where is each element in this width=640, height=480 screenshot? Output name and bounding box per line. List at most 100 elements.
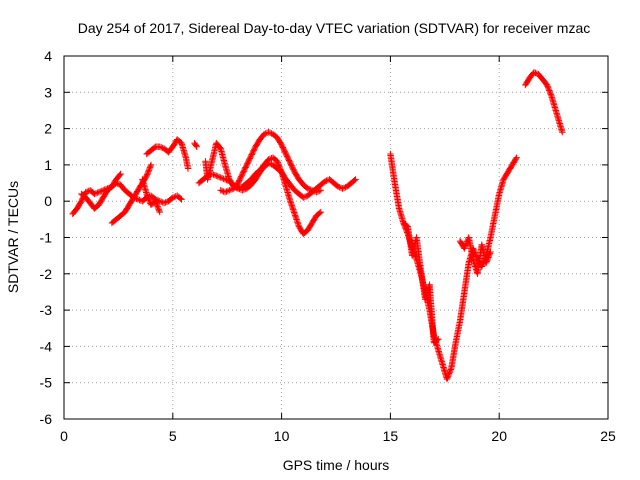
data-point [308,187,316,194]
y-tick-label: -4 [40,338,53,354]
data-point [447,366,454,373]
data-point [220,175,227,183]
data-point [82,188,89,196]
data-point [144,169,151,177]
data-point [336,184,343,191]
data-point [156,207,163,214]
data-point [543,81,551,89]
data-point [218,175,226,182]
y-tick-label: -3 [40,302,53,318]
data-point [444,373,452,380]
data-point [307,186,314,193]
data-point [223,188,230,195]
data-point [265,156,272,163]
data-point [156,208,163,216]
data-point [143,190,150,198]
data-point [155,206,162,213]
chart-title: Day 254 of 2017, Sidereal Day-to-day VTE… [78,20,591,36]
data-point [217,174,224,181]
data-point [211,171,219,179]
axis-ticks: 0 5 10 15 20 25 -6 -5 -4 -3 -2 -1 0 1 2 3 4 [40,48,616,444]
data-point [340,184,348,192]
x-tick-label: 25 [600,428,616,444]
data-point [221,188,229,196]
x-tick-label: 15 [383,428,399,444]
data-point [317,208,324,216]
data-point [265,129,272,136]
data-point [314,188,322,195]
data-point [321,178,329,185]
data-point [152,198,159,205]
data-point [513,154,520,161]
data-point [435,335,442,343]
data-point [134,196,142,203]
data-point [153,202,161,209]
data-point [482,259,490,267]
data-point [545,85,552,93]
data-point [446,369,453,376]
data-point [262,130,269,137]
data-point [532,69,539,77]
data-point [144,192,151,199]
data-point [546,87,553,94]
data-point [92,190,100,197]
data-point [184,165,192,172]
data-point [227,186,235,193]
x-tick-label: 20 [491,428,507,444]
data-point [98,187,105,195]
data-point [300,194,307,201]
data-point [152,199,160,206]
data-point [316,209,323,217]
y-tick-label: 0 [44,193,52,209]
data-point [145,167,153,174]
data-point [192,142,200,149]
data-point [178,196,185,203]
grid-lines [64,56,608,419]
x-tick-label: 10 [274,428,290,444]
data-point [301,193,309,201]
data-point [544,84,552,91]
y-tick-label: 4 [44,48,52,64]
data-point [546,88,553,96]
data-point [153,200,160,208]
data-point [160,199,168,207]
data-point [144,171,151,178]
data-point [274,158,281,165]
data-point [275,162,283,169]
data-point [116,171,123,179]
data-point [461,245,468,252]
data-point [352,176,359,183]
data-point [484,255,491,263]
data-point [445,370,453,377]
data-point [310,187,317,195]
data-point [512,155,520,163]
data-point [217,187,224,194]
data-point [145,196,153,203]
data-point [433,336,441,344]
data-point [214,173,221,180]
data-point [144,193,151,200]
data-point [154,204,162,212]
data-point [169,194,176,201]
data-point [313,188,320,196]
data-point [145,194,152,202]
data-point [218,187,226,195]
data-point [462,241,470,248]
data-point [277,167,285,174]
data-point [157,144,165,151]
data-point [304,185,311,192]
x-tick-label: 0 [60,428,68,444]
data-point [317,187,324,194]
data-point [146,165,153,173]
data-point [486,251,493,258]
data-point [544,83,551,90]
y-tick-label: -2 [40,266,53,282]
data-point [547,91,555,98]
data-point [143,172,150,179]
x-axis-label: GPS time / hours [283,457,390,473]
data-point [97,188,104,195]
y-axis-label: SDTVAR / TECUs [5,181,21,293]
data-point [479,261,486,269]
y-tick-label: 3 [44,84,52,100]
